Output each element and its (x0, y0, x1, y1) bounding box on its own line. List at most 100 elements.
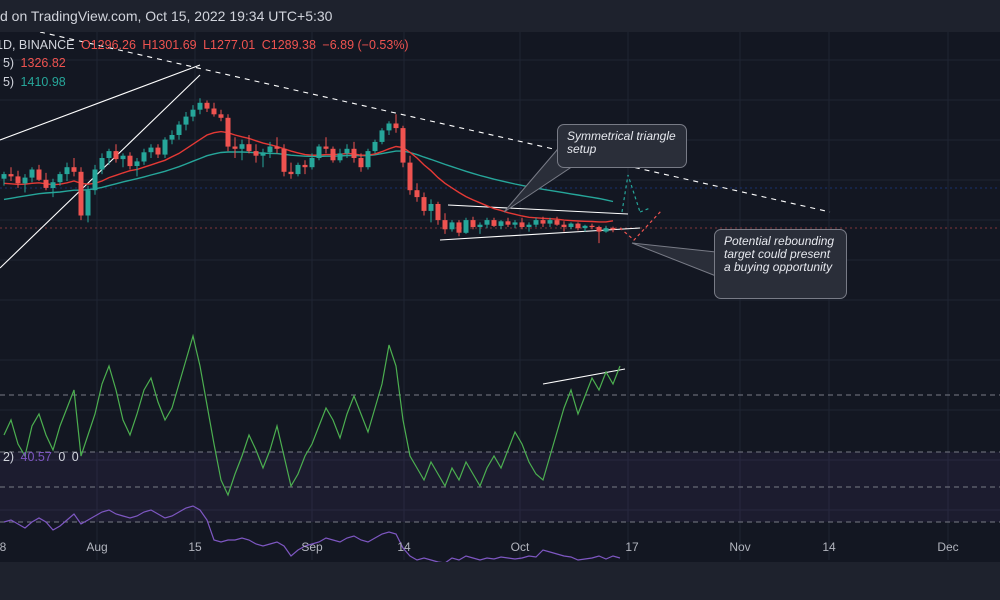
candle-body-58 (407, 162, 413, 191)
candle-body-10 (71, 167, 77, 172)
candle-body-43 (302, 164, 308, 168)
descending-resistance-line (39, 31, 831, 213)
close-value: C1289.38 (261, 38, 316, 52)
publish-header: d on TradingView.com, Oct 15, 2022 19:34… (0, 0, 1000, 32)
candle-body-73 (512, 222, 518, 225)
candle-body-49 (344, 148, 350, 154)
x-tick-label-1: Aug (86, 540, 107, 554)
candle-body-46 (323, 146, 329, 149)
rsi-value: 40.57 (20, 450, 52, 464)
candle-body-29 (204, 102, 210, 109)
candle-body-33 (232, 146, 238, 149)
divergence-line (542, 368, 626, 385)
time-axis-bar (0, 562, 1000, 600)
change-value: −6.89 (−0.53%) (322, 38, 409, 52)
candle-body-6 (43, 179, 49, 188)
candle-body-24 (169, 135, 175, 140)
candle-body-9 (64, 167, 70, 175)
callout-pointers (503, 149, 717, 277)
ma-fast-value: 1326.82 (20, 56, 66, 70)
candle-body-69 (484, 220, 490, 225)
candle-body-72 (505, 221, 511, 225)
candle-body-76 (533, 220, 539, 225)
candle-body-40 (281, 148, 287, 172)
candle-body-48 (337, 153, 343, 161)
low-value: L1277.01 (203, 38, 256, 52)
candle-body-30 (211, 108, 217, 115)
bearish-projection-path (619, 209, 663, 241)
candle-body-37 (260, 152, 266, 156)
candle-body-34 (239, 144, 245, 149)
candle-body-4 (29, 169, 35, 178)
candle-body-27 (190, 109, 196, 117)
candle-body-64 (449, 222, 455, 230)
candle-body-12 (85, 190, 91, 216)
rsi-extra-1: 0 (58, 450, 66, 464)
candle-body-39 (274, 146, 280, 149)
x-tick-label-8: 14 (822, 540, 836, 554)
bullish-projection-tail (639, 207, 651, 213)
rebound-note-text: Potential rebounding target could presen… (724, 234, 835, 274)
candle-body-21 (148, 147, 154, 153)
candle-body-51 (358, 158, 364, 168)
candle-body-68 (477, 224, 483, 227)
x-tick-label-7: Nov (729, 540, 750, 554)
candle-body-23 (162, 139, 168, 155)
open-value: O1296.26 (80, 38, 136, 52)
x-tick-label-4: 14 (397, 540, 411, 554)
candle-body-38 (267, 146, 273, 153)
candle-body-15 (106, 151, 112, 158)
candle-body-57 (400, 128, 406, 163)
reference-levels (0, 187, 1000, 523)
oscillator-line (3, 333, 621, 497)
candle-body-56 (393, 123, 399, 129)
candle-body-82 (575, 223, 581, 229)
candle-body-41 (288, 171, 294, 175)
candle-body-86 (603, 228, 609, 232)
x-tick-label-0: 8 (0, 540, 7, 554)
candle-body-45 (316, 146, 322, 158)
high-value: H1301.69 (142, 38, 197, 52)
candle-body-61 (428, 204, 434, 211)
candle-body-36 (253, 151, 259, 156)
ma-fast-prefix: , 5) (0, 56, 15, 70)
triangle-upper-line (447, 204, 629, 215)
candle-body-77 (540, 220, 546, 224)
projection-arrows (619, 174, 663, 241)
x-tick-label-6: 17 (625, 540, 639, 554)
triangle-note-text: Symmetrical triangle setup (567, 129, 676, 156)
ma-slow-prefix: , 5) (0, 75, 15, 89)
candle-body-78 (547, 220, 553, 224)
candle-body-31 (218, 114, 224, 118)
ohlc-legend: 1D, BINANCE O1296.26 H1301.69 L1277.01 C… (0, 38, 412, 52)
x-tick-label-3: Sep (301, 540, 323, 554)
candle-body-32 (225, 117, 231, 147)
candle-body-14 (99, 158, 105, 170)
candle-body-17 (120, 155, 126, 160)
rebound-note: Potential rebounding target could presen… (714, 229, 847, 299)
rsi-legend: , 2) 40.57 0 0 (0, 450, 82, 464)
candle-body-63 (442, 220, 448, 230)
x-axis-labels: 8 Aug 15 Sep 14 Oct 17 Nov 14 Dec (0, 540, 959, 554)
candle-body-11 (78, 171, 84, 216)
candle-body-87 (610, 227, 616, 230)
candle-body-53 (372, 141, 378, 152)
candle-body-44 (309, 158, 315, 168)
candle-body-0 (1, 174, 7, 179)
candle-body-28 (197, 102, 203, 110)
triangle-note: Symmetrical triangle setup (557, 124, 687, 168)
trendlines (0, 31, 831, 385)
candle-body-3 (22, 177, 28, 184)
candle-body-75 (526, 224, 532, 227)
candle-body-55 (386, 123, 392, 131)
candle-body-16 (113, 151, 119, 160)
candle-body-35 (246, 144, 252, 152)
candle-body-65 (456, 222, 462, 233)
candle-body-60 (421, 197, 427, 211)
candle-body-47 (330, 148, 336, 161)
candle-body-59 (414, 190, 420, 198)
candle-body-74 (519, 222, 525, 227)
candle-body-50 (351, 148, 357, 158)
ma-slow-legend: , 5) 1410.98 (0, 75, 69, 89)
